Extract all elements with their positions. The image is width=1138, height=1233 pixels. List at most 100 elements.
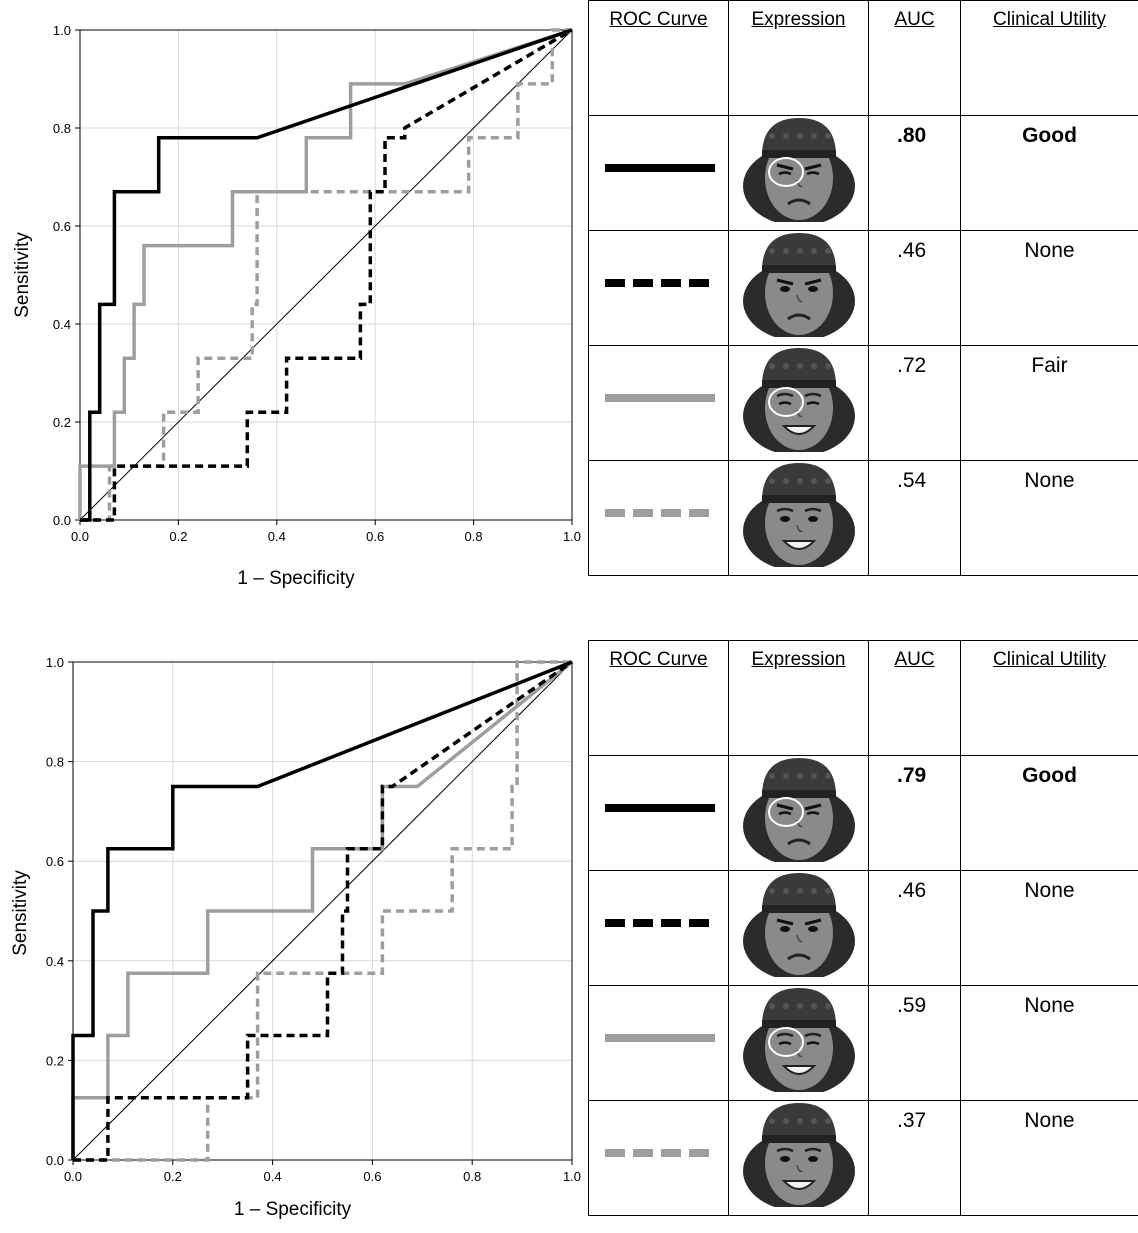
expression-frown-wince-image [740,756,858,862]
auc-value: .80 [869,116,961,231]
clinical-utility-value: None [961,871,1138,986]
roc-curve-swatch [589,871,729,977]
y-tick-label: 0.2 [46,1053,64,1068]
roc-panel-2: 0.0 0.2 0.4 0.6 0.8 1.0 0.0 0.2 0.4 0.6 0.8 1.0 1 – … [0,633,1138,1233]
x-tick-label: 0.8 [463,1169,481,1184]
roc-curve-swatch [589,461,729,567]
expression-image-cell [729,756,869,871]
header-expression: Expression [729,641,869,756]
roc-curve-swatch-cell [589,1101,729,1216]
expression-image-cell [729,871,869,986]
header-expression: Expression [729,1,869,116]
roc-curve-swatch-cell [589,231,729,346]
auc-value: .54 [869,461,961,576]
x-tick-label: 1.0 [563,529,581,544]
y-tick-label: 0.6 [46,854,64,869]
roc-panel-1: 0.0 0.2 0.4 0.6 0.8 1.0 0.0 0.2 0.4 0.6 0.8 1.0 1 – … [0,0,1138,600]
y-tick-label: 1.0 [53,23,71,38]
clinical-utility-value: None [961,231,1138,346]
auc-value: .79 [869,756,961,871]
x-tick-label: 1.0 [563,1169,581,1184]
auc-value: .37 [869,1101,961,1216]
expression-image-cell [729,231,869,346]
expression-image-cell [729,986,869,1101]
header-auc: AUC [869,1,961,116]
y-tick-label: 0.2 [53,415,71,430]
legend-table-1: ROC Curve Expression AUC Clinical Utilit… [588,0,1138,576]
x-tick-label: 0.4 [268,529,286,544]
header-auc: AUC [869,641,961,756]
roc-curve-swatch [589,756,729,862]
auc-value: .46 [869,231,961,346]
roc-curve-swatch [589,986,729,1092]
expression-image-cell [729,116,869,231]
roc-curve-swatch [589,346,729,452]
clinical-utility-value: None [961,986,1138,1101]
roc-curve-swatch [589,231,729,337]
legend-table-2: ROC Curve Expression AUC Clinical Utilit… [588,640,1138,1216]
roc-curve-swatch-cell [589,756,729,871]
roc-curve-swatch [589,116,729,222]
auc-value: .46 [869,871,961,986]
roc-curve-swatch [589,1101,729,1207]
y-tick-label: 0.0 [53,513,71,528]
x-tick-label: 0.0 [64,1169,82,1184]
header-roc-curve: ROC Curve [589,1,729,116]
expression-smile-image [740,1101,858,1207]
clinical-utility-value: None [961,461,1138,576]
x-axis-label: 1 – Specificity [234,1199,352,1220]
y-axis-label: Sensitivity [12,232,33,318]
x-tick-label: 0.6 [363,1169,381,1184]
x-tick-label: 0.0 [71,529,89,544]
y-tick-label: 1.0 [46,655,64,670]
expression-smile-image [740,461,858,567]
y-tick-label: 0.6 [53,219,71,234]
y-axis-label: Sensitivity [10,870,31,956]
y-tick-label: 0.8 [46,755,64,770]
expression-smile-squint-image [740,346,858,452]
x-tick-label: 0.2 [169,529,187,544]
y-tick-label: 0.8 [53,121,71,136]
reference-diagonal [73,662,572,1160]
x-axis-label: 1 – Specificity [237,568,355,589]
clinical-utility-value: Good [961,756,1138,871]
expression-smile-squint-image [740,986,858,1092]
legend-header-row: ROC Curve Expression AUC Clinical Utilit… [589,1,1138,116]
roc-chart-2: 0.0 0.2 0.4 0.6 0.8 1.0 0.0 0.2 0.4 0.6 0.8 1.0 1 – … [0,633,600,1223]
x-tick-label: 0.4 [264,1169,282,1184]
clinical-utility-value: None [961,1101,1138,1216]
expression-image-cell [729,346,869,461]
expression-image-cell [729,1101,869,1216]
header-clinical-utility: Clinical Utility [961,1,1138,116]
auc-value: .59 [869,986,961,1101]
clinical-utility-value: Good [961,116,1138,231]
x-tick-label: 0.2 [164,1169,182,1184]
expression-frown-image [740,231,858,337]
header-clinical-utility: Clinical Utility [961,641,1138,756]
x-tick-label: 0.8 [465,529,483,544]
expression-image-cell [729,461,869,576]
expression-frown-wince-image [740,116,858,222]
roc-curve-swatch-cell [589,871,729,986]
auc-value: .72 [869,346,961,461]
legend-header-row: ROC Curve Expression AUC Clinical Utilit… [589,641,1138,756]
clinical-utility-value: Fair [961,346,1138,461]
y-tick-label: 0.0 [46,1153,64,1168]
x-tick-label: 0.6 [366,529,384,544]
y-tick-label: 0.4 [46,954,64,969]
reference-diagonal [80,30,572,520]
roc-curve-swatch-cell [589,986,729,1101]
expression-frown-image [740,871,858,977]
roc-chart-1: 0.0 0.2 0.4 0.6 0.8 1.0 0.0 0.2 0.4 0.6 0.8 1.0 1 – … [0,0,600,600]
y-tick-label: 0.4 [53,317,71,332]
roc-curve-swatch-cell [589,461,729,576]
roc-curve-swatch-cell [589,346,729,461]
